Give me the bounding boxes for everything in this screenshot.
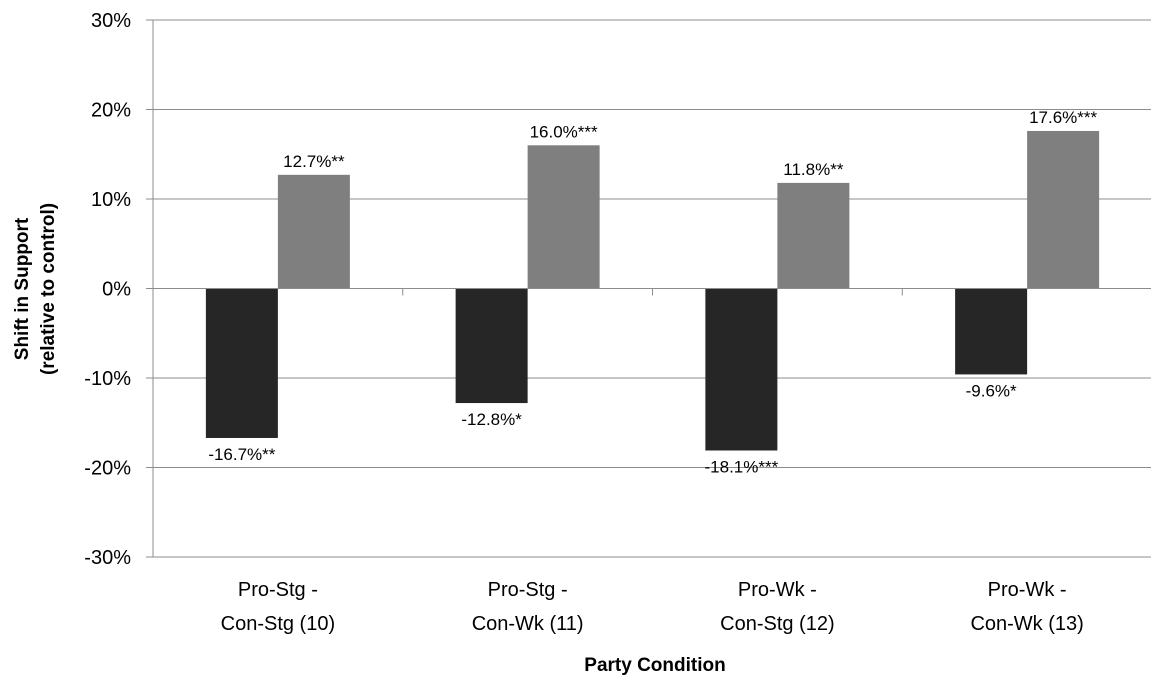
bar (455, 288, 528, 404)
y-tick-label: 0% (102, 279, 131, 301)
data-label: 11.8%** (783, 160, 844, 179)
bar (1027, 130, 1100, 289)
data-label: -16.7%** (208, 445, 275, 464)
data-label: 12.7%** (283, 152, 345, 171)
y-axis-title: Shift in Support (relative to control) (12, 203, 59, 375)
bar (777, 182, 850, 289)
bar (955, 288, 1028, 375)
bar (205, 288, 278, 438)
bar (277, 174, 350, 289)
y-tick-label: 20% (91, 100, 131, 122)
data-label: 17.6%*** (1029, 108, 1097, 127)
data-label: -9.6%* (966, 381, 1017, 400)
y-tick-label: -30% (84, 547, 131, 569)
y-tick-label: 30% (91, 10, 131, 32)
data-labels: -16.7%** 12.7%** -12.8%* 16.0%*** -18.1%*** 1… (208, 108, 1097, 477)
bar (527, 145, 600, 289)
x-category-label: Pro-Stg -Con-Wk (11) (472, 579, 584, 635)
data-label: 16.0%*** (530, 122, 598, 141)
bar (705, 288, 778, 451)
y-tick-label: 10% (91, 189, 131, 211)
y-tick-label: -20% (84, 458, 131, 480)
x-axis-title: Party Condition (584, 655, 725, 676)
y-tick-label: -10% (84, 368, 131, 390)
data-label: -18.1%*** (705, 457, 779, 476)
x-category-label: Pro-Stg -Con-Stg (10) (221, 579, 336, 635)
x-category-label: Pro-Wk -Con-Wk (13) (970, 579, 1083, 635)
x-category-label: Pro-Wk -Con-Stg (12) (720, 579, 835, 635)
data-label: -12.8%* (461, 410, 522, 429)
bars (205, 130, 1100, 451)
axes: 30% 20% 10% 0% -10% -20% -30% Pro-Stg -Con-Stg … (84, 10, 1151, 635)
